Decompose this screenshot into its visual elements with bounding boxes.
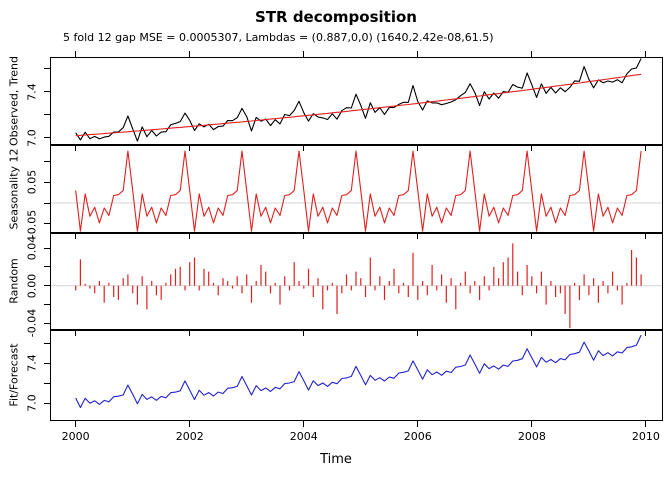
random-series-bars [75, 243, 642, 329]
x-tick [189, 330, 191, 336]
x-tick [531, 421, 533, 427]
random-canvas [50, 233, 663, 330]
y-tick [44, 304, 50, 306]
x-tick [645, 330, 647, 336]
y-tick [44, 223, 50, 225]
y-tick [44, 68, 50, 70]
fit-series-line [75, 334, 642, 409]
x-tick-label: 2004 [289, 430, 318, 443]
observed-series-line [75, 58, 642, 142]
panel-border [50, 330, 663, 421]
x-tick [417, 145, 419, 151]
x-tick-label: 2000 [61, 430, 90, 443]
y-tick [44, 161, 50, 162]
time-axis-label: Time [320, 452, 352, 467]
panel-random [50, 233, 663, 330]
x-tick [531, 145, 533, 151]
x-tick [417, 330, 419, 336]
x-tick [75, 330, 77, 336]
seasonal-series-line [75, 150, 642, 232]
y-tick [44, 402, 50, 404]
x-tick [645, 51, 647, 57]
x-tick [417, 233, 419, 239]
y-tick [44, 322, 50, 324]
x-tick [303, 145, 305, 151]
x-tick [417, 51, 419, 57]
x-tick-label: 2008 [517, 430, 546, 443]
y-tick [44, 266, 50, 268]
trend-series-line [75, 73, 642, 137]
x-tick [645, 233, 647, 239]
plot-area [50, 57, 663, 421]
y-tick [44, 247, 50, 249]
y-tick [44, 181, 50, 183]
x-tick [531, 233, 533, 239]
x-tick [75, 421, 77, 427]
figure-subtitle: 5 fold 12 gap MSE = 0.0005307, Lambdas =… [63, 31, 494, 44]
x-tick [417, 421, 419, 427]
y-tick [44, 91, 50, 93]
y-tick [44, 342, 50, 344]
x-tick-label: 2010 [631, 430, 660, 443]
x-tick [189, 233, 191, 239]
y-tick [44, 285, 50, 287]
x-tick-label: 2006 [403, 430, 432, 443]
x-tick [303, 233, 305, 239]
y-tick [44, 202, 50, 204]
y-tick [44, 362, 50, 364]
x-tick [75, 145, 77, 151]
fit_forecast-canvas [50, 330, 663, 421]
x-tick [75, 51, 77, 57]
panel-seasonality [50, 145, 663, 233]
y-tick [44, 382, 50, 384]
panel-observed-trend [50, 57, 663, 145]
x-tick [189, 421, 191, 427]
x-tick [645, 421, 647, 427]
x-tick [303, 421, 305, 427]
panel-fit-forecast [50, 330, 663, 421]
x-tick-label: 2002 [175, 430, 204, 443]
panel-border [50, 57, 663, 145]
y-tick [44, 137, 50, 139]
x-tick [531, 330, 533, 336]
x-tick [303, 51, 305, 57]
seasonality_12-canvas [50, 145, 663, 233]
x-tick [75, 233, 77, 239]
x-tick [189, 51, 191, 57]
observed_trend-canvas [50, 57, 663, 145]
x-tick [645, 145, 647, 151]
x-tick [189, 145, 191, 151]
panel-border [50, 145, 663, 233]
panel-border [50, 233, 663, 330]
figure-title: STR decomposition [255, 8, 417, 26]
x-tick [303, 330, 305, 336]
x-tick [531, 51, 533, 57]
y-tick [44, 114, 50, 116]
